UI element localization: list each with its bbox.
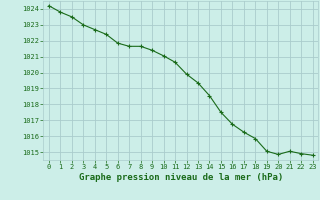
X-axis label: Graphe pression niveau de la mer (hPa): Graphe pression niveau de la mer (hPa) [79,173,283,182]
